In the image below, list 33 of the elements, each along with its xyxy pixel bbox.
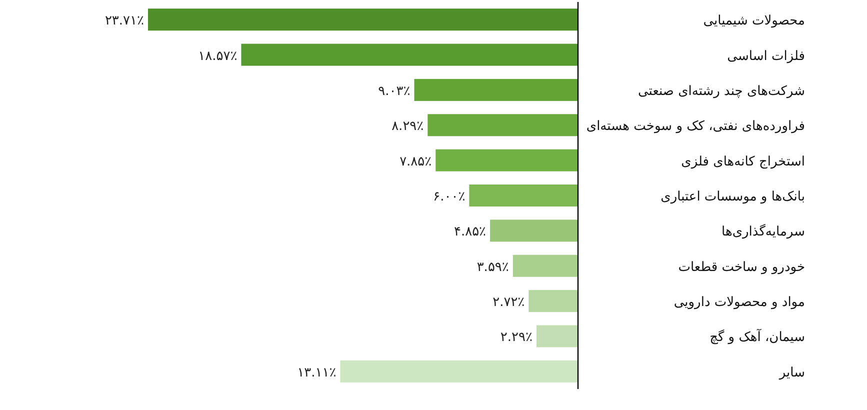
bar — [436, 149, 578, 172]
y-tick-label: خودرو و ساخت قطعات — [678, 260, 805, 275]
bar — [528, 290, 578, 312]
y-tick-label: سایر — [778, 365, 805, 380]
y-tick-label: شرکت‌های چند رشته‌ای صنعتی — [638, 84, 805, 99]
bar — [241, 44, 578, 66]
bar — [536, 325, 578, 348]
data-label: ۲.۲۹٪ — [500, 330, 532, 346]
y-tick-label: بانک‌ها و موسسات اعتباری — [660, 190, 805, 204]
data-label: ۱۳.۱۱٪ — [297, 365, 336, 380]
y-tick-label: فراورده‌های نفتی، کک و سوخت هسته‌ای — [586, 119, 805, 134]
data-label: ۳.۵۹٪ — [476, 260, 509, 275]
data-label: ۷.۸۵٪ — [400, 154, 432, 170]
y-tick-label: استخراج کانه‌های فلزی — [681, 154, 805, 170]
bar — [469, 184, 578, 206]
y-tick-label: فلزات اساسی — [727, 48, 805, 64]
bar — [148, 8, 578, 31]
data-label: ۸.۲۹٪ — [392, 119, 424, 134]
bar — [490, 220, 578, 242]
bar — [340, 360, 578, 382]
data-label: ۲۳.۷۱٪ — [104, 14, 144, 29]
data-label: ۴.۸۵٪ — [454, 224, 486, 240]
y-tick-label: سرمایه‌گذاری‌ها — [722, 224, 805, 240]
y-tick-label: سیمان، آهک و گچ — [710, 328, 805, 346]
y-tick-label: مواد و محصولات دارویی — [674, 295, 805, 310]
data-label: ۲.۷۲٪ — [492, 295, 525, 310]
y-tick-label: محصولات شیمیایی — [703, 14, 805, 29]
bar — [414, 78, 578, 101]
data-label: ۹.۰۳٪ — [378, 84, 410, 99]
data-label: ۶.۰۰٪ — [433, 190, 466, 204]
bar — [512, 254, 578, 277]
bar — [428, 114, 578, 136]
data-label: ۱۸.۵۷٪ — [198, 48, 238, 64]
